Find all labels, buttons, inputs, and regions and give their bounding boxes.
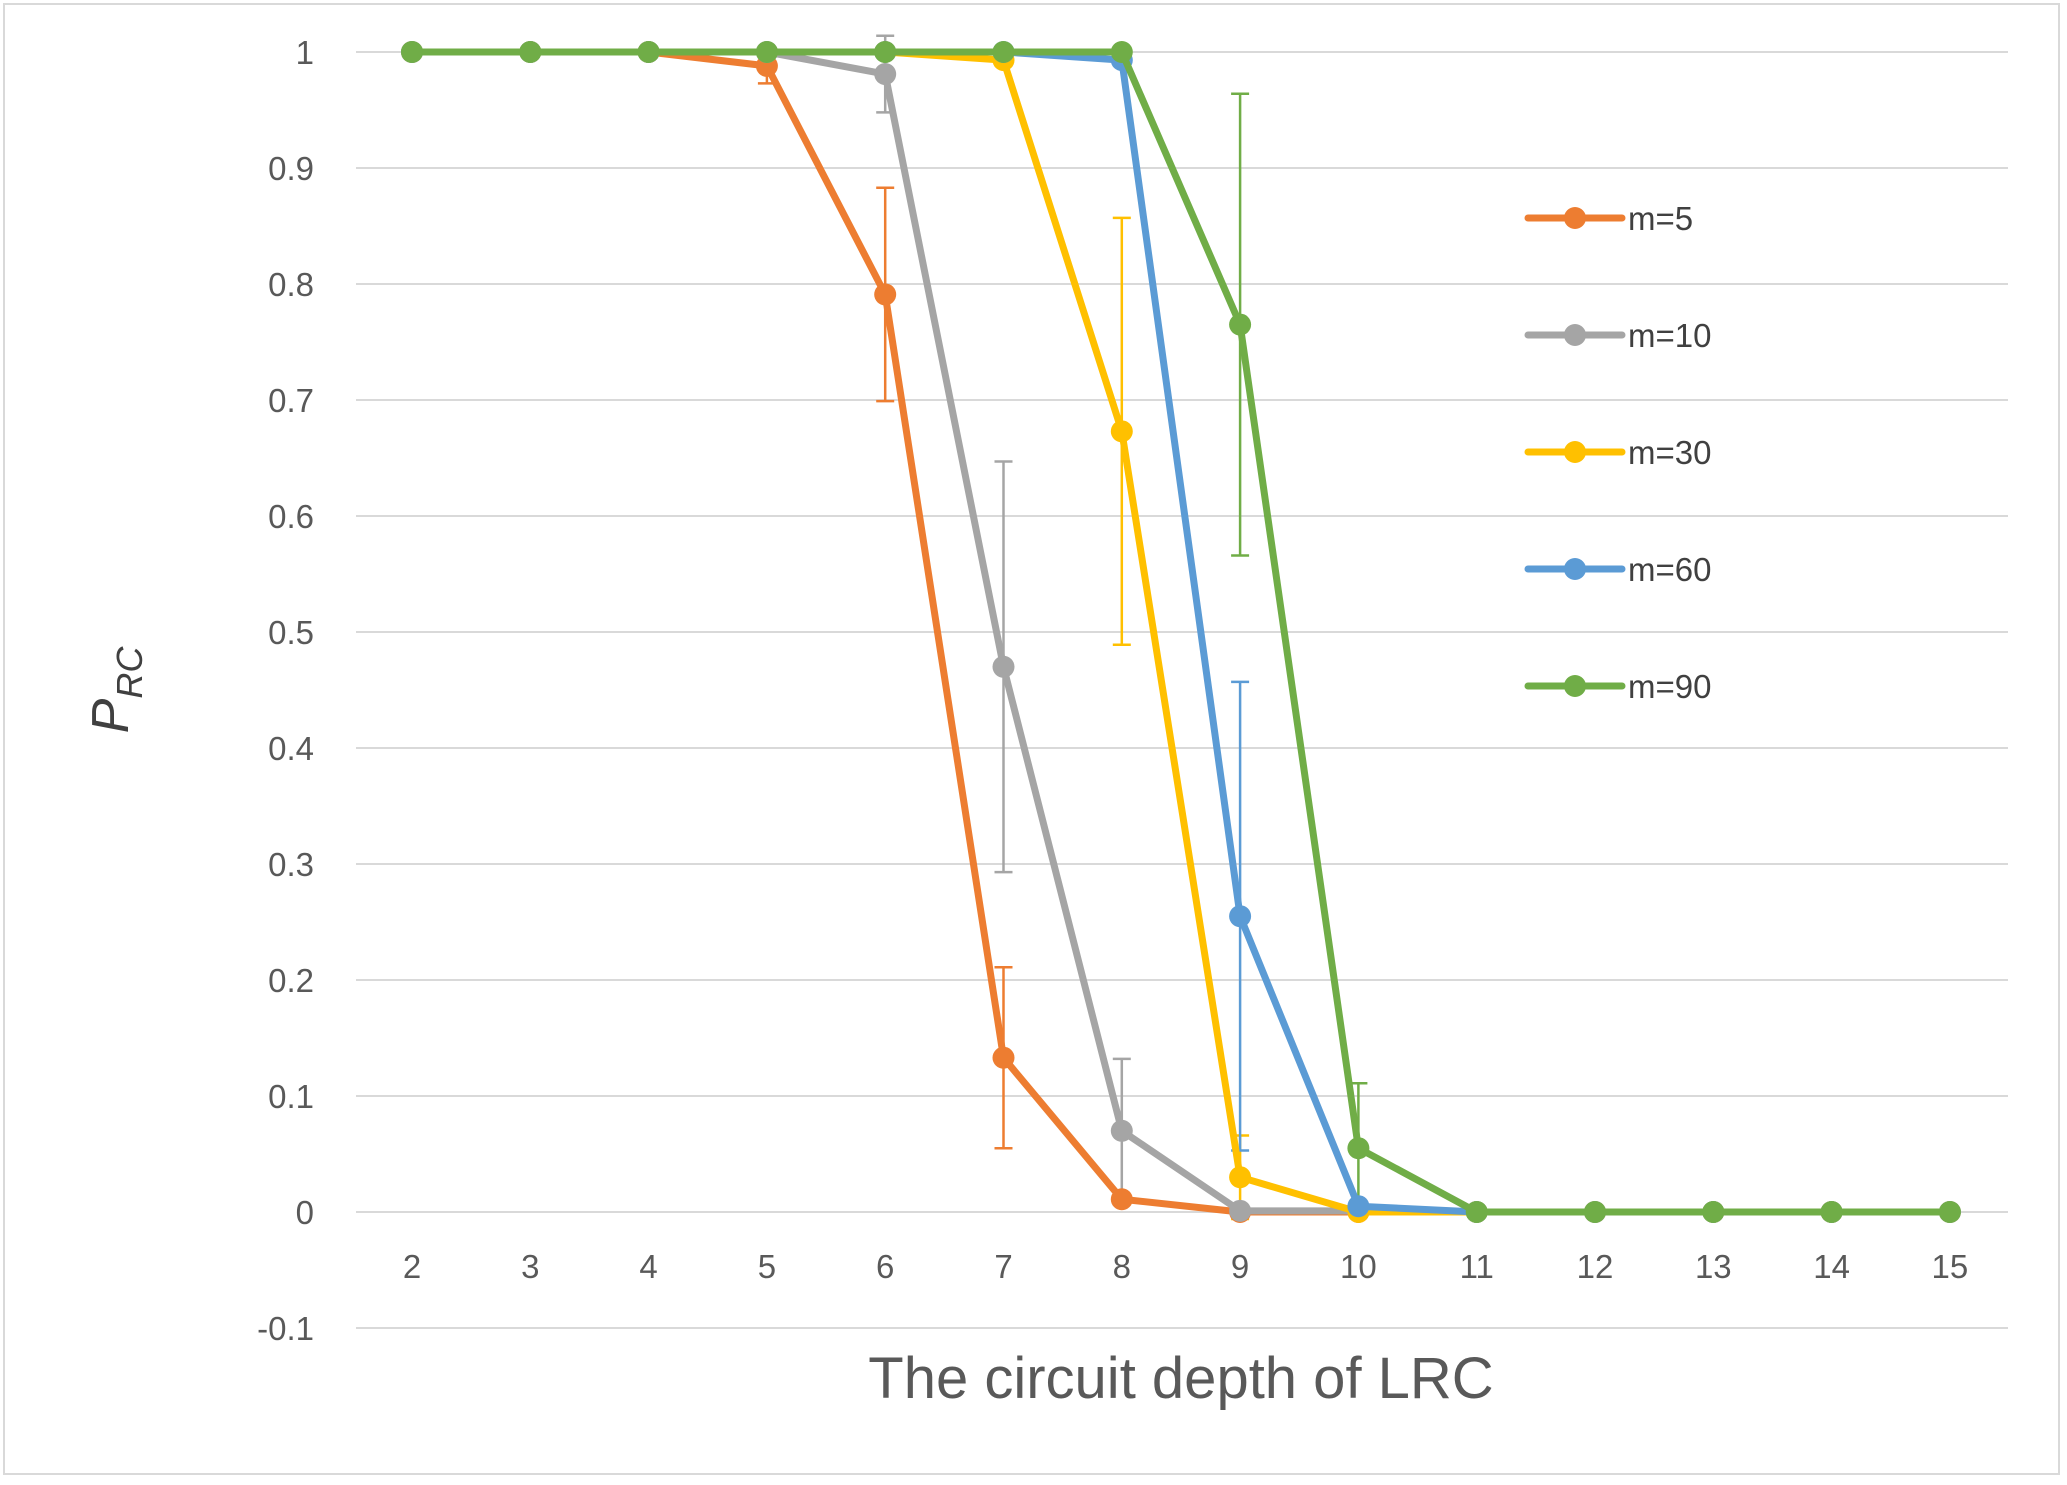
data-point bbox=[992, 1046, 1015, 1069]
data-point bbox=[1229, 313, 1252, 336]
x-tick-label: 14 bbox=[1813, 1248, 1850, 1285]
x-tick-label: 4 bbox=[639, 1248, 657, 1285]
x-tick-label: 6 bbox=[876, 1248, 894, 1285]
data-point bbox=[1110, 420, 1133, 443]
y-tick-label: 0 bbox=[296, 1194, 314, 1231]
series-line bbox=[408, 48, 1954, 1216]
x-tick-label: 2 bbox=[403, 1248, 421, 1285]
legend-item: m=90 bbox=[1524, 668, 1711, 705]
data-point bbox=[1229, 1199, 1252, 1222]
y-axis-title: PRC bbox=[82, 646, 150, 734]
x-tick-label: 7 bbox=[994, 1248, 1012, 1285]
x-tick-label: 12 bbox=[1577, 1248, 1614, 1285]
legend-label: m=90 bbox=[1628, 668, 1711, 705]
legend-swatch-marker bbox=[1564, 441, 1586, 463]
legend-item: m=10 bbox=[1524, 317, 1711, 354]
data-point bbox=[1347, 1137, 1370, 1160]
data-point bbox=[992, 655, 1015, 678]
data-point bbox=[874, 283, 897, 306]
data-point bbox=[1229, 905, 1252, 928]
y-tick-label: -0.1 bbox=[257, 1310, 314, 1347]
x-tick-label: 8 bbox=[1113, 1248, 1131, 1285]
x-axis-ticks: 2 3 4 5 6 7 8 9 10 11 12 13 14 15 bbox=[403, 1248, 1968, 1285]
legend-item: m=60 bbox=[1524, 551, 1711, 588]
x-tick-label: 15 bbox=[1932, 1248, 1969, 1285]
legend: m=5 m=10 m=30 m=60 m=90 bbox=[1524, 200, 1711, 705]
x-axis-title: The circuit depth of LRC bbox=[868, 1346, 1493, 1411]
legend-item: m=30 bbox=[1524, 434, 1711, 471]
x-tick-label: 9 bbox=[1231, 1248, 1249, 1285]
data-point bbox=[1938, 1201, 1961, 1223]
data-point bbox=[1229, 1166, 1252, 1189]
y-tick-label: 0.6 bbox=[268, 498, 314, 535]
chart-border bbox=[3, 3, 2060, 1475]
data-point bbox=[1110, 41, 1133, 63]
data-point bbox=[1110, 1119, 1133, 1142]
legend-swatch-marker bbox=[1564, 675, 1586, 697]
data-point bbox=[874, 63, 897, 86]
legend-label: m=10 bbox=[1628, 317, 1711, 354]
legend-item: m=5 bbox=[1524, 200, 1693, 237]
data-point bbox=[874, 41, 897, 63]
data-point bbox=[1584, 1201, 1606, 1223]
y-axis-title-main: P bbox=[82, 698, 140, 733]
legend-label: m=30 bbox=[1628, 434, 1711, 471]
x-tick-label: 11 bbox=[1460, 1248, 1494, 1285]
data-point bbox=[401, 41, 423, 63]
data-point bbox=[1347, 1195, 1370, 1218]
x-tick-label: 3 bbox=[521, 1248, 539, 1285]
y-tick-label: 0.8 bbox=[268, 266, 314, 303]
data-point bbox=[1820, 1201, 1843, 1223]
data-point bbox=[519, 41, 542, 63]
data-point bbox=[992, 41, 1015, 63]
y-tick-label: 0.4 bbox=[268, 730, 314, 767]
series-m-90 bbox=[401, 41, 1961, 1223]
y-tick-label: 1 bbox=[296, 34, 314, 71]
legend-label: m=5 bbox=[1628, 200, 1693, 237]
legend-swatch-marker bbox=[1564, 324, 1586, 346]
x-tick-label: 10 bbox=[1340, 1248, 1377, 1285]
x-tick-label: 5 bbox=[758, 1248, 776, 1285]
data-point bbox=[1702, 1201, 1725, 1223]
y-axis-title-subscript: RC bbox=[109, 646, 150, 699]
y-tick-label: 0.2 bbox=[268, 962, 314, 999]
y-tick-label: 0.1 bbox=[268, 1078, 314, 1115]
x-tick-label: 13 bbox=[1695, 1248, 1732, 1285]
data-point bbox=[637, 41, 660, 63]
y-tick-label: 0.9 bbox=[268, 150, 314, 187]
y-axis-ticks: -0.1 0 0.1 0.2 0.3 0.4 0.5 0.6 0.7 0.8 0.9 1 bbox=[257, 34, 314, 1347]
series-lines bbox=[401, 41, 1961, 1223]
gridlines bbox=[356, 51, 2008, 1329]
legend-label: m=60 bbox=[1628, 551, 1711, 588]
y-tick-label: 0.7 bbox=[268, 382, 314, 419]
data-point bbox=[755, 41, 778, 63]
data-point bbox=[1465, 1201, 1488, 1223]
y-tick-label: 0.5 bbox=[268, 614, 314, 651]
legend-swatch-marker bbox=[1564, 558, 1586, 580]
data-point bbox=[1110, 1188, 1133, 1211]
y-tick-label: 0.3 bbox=[268, 846, 314, 883]
legend-swatch-marker bbox=[1564, 207, 1586, 229]
